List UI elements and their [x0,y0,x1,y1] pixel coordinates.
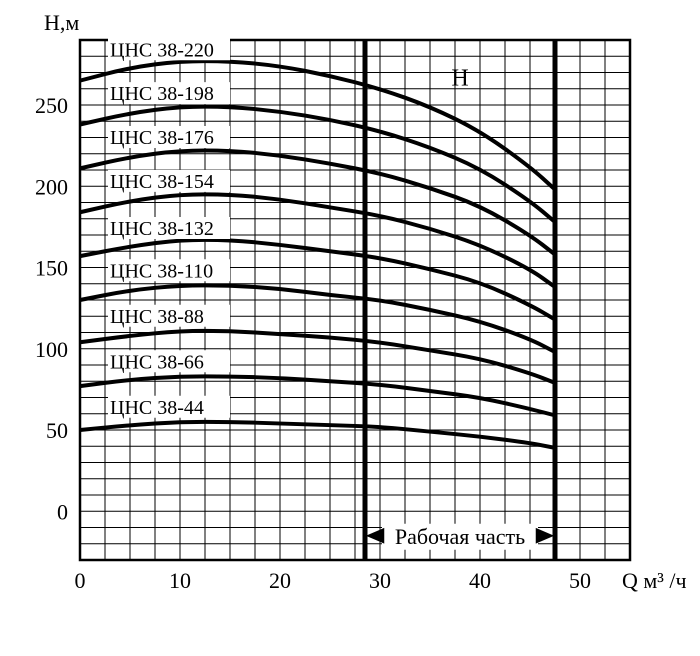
x-axis-title: Q м³ /ч [622,568,687,593]
curve-label: ЦНС 38-220 [110,39,214,61]
y-tick: 150 [35,256,68,281]
arrowhead-left [369,530,383,542]
curve-label: ЦНС 38-132 [110,218,214,240]
curve-label: ЦНС 38-44 [110,397,204,419]
y-axis-title: Н,м [44,10,79,35]
curve-label: ЦНС 38-66 [110,351,204,373]
pump-curve-chart: 0 10 20 30 40 50 0 50 100 150 200 250 Н,м Q м³ /ч Н ЦНС… [0,0,700,656]
pump-curve [80,422,555,448]
curve-label: ЦНС 38-176 [110,127,214,149]
y-tick: 50 [46,418,68,443]
curve-label: ЦНС 38-110 [110,260,213,282]
curve-label: ЦНС 38-88 [110,306,204,328]
arrowhead-right [537,530,551,542]
y-tick: 100 [35,337,68,362]
x-tick: 0 [75,568,86,593]
curve-label: ЦНС 38-198 [110,83,214,105]
x-tick: 10 [169,568,191,593]
x-tick: 30 [369,568,391,593]
y-tick: 200 [35,174,68,199]
curve-label: ЦНС 38-154 [110,171,214,193]
x-tick: 20 [269,568,291,593]
chart-svg: 0 10 20 30 40 50 0 50 100 150 200 250 Н,м Q м³ /ч Н ЦНС… [0,0,700,656]
y-tick: 250 [35,93,68,118]
x-tick: 40 [469,568,491,593]
x-tick: 50 [569,568,591,593]
region-h-label: Н [451,66,468,92]
working-region-label: Рабочая часть [395,524,525,549]
y-tick: 0 [57,499,68,524]
